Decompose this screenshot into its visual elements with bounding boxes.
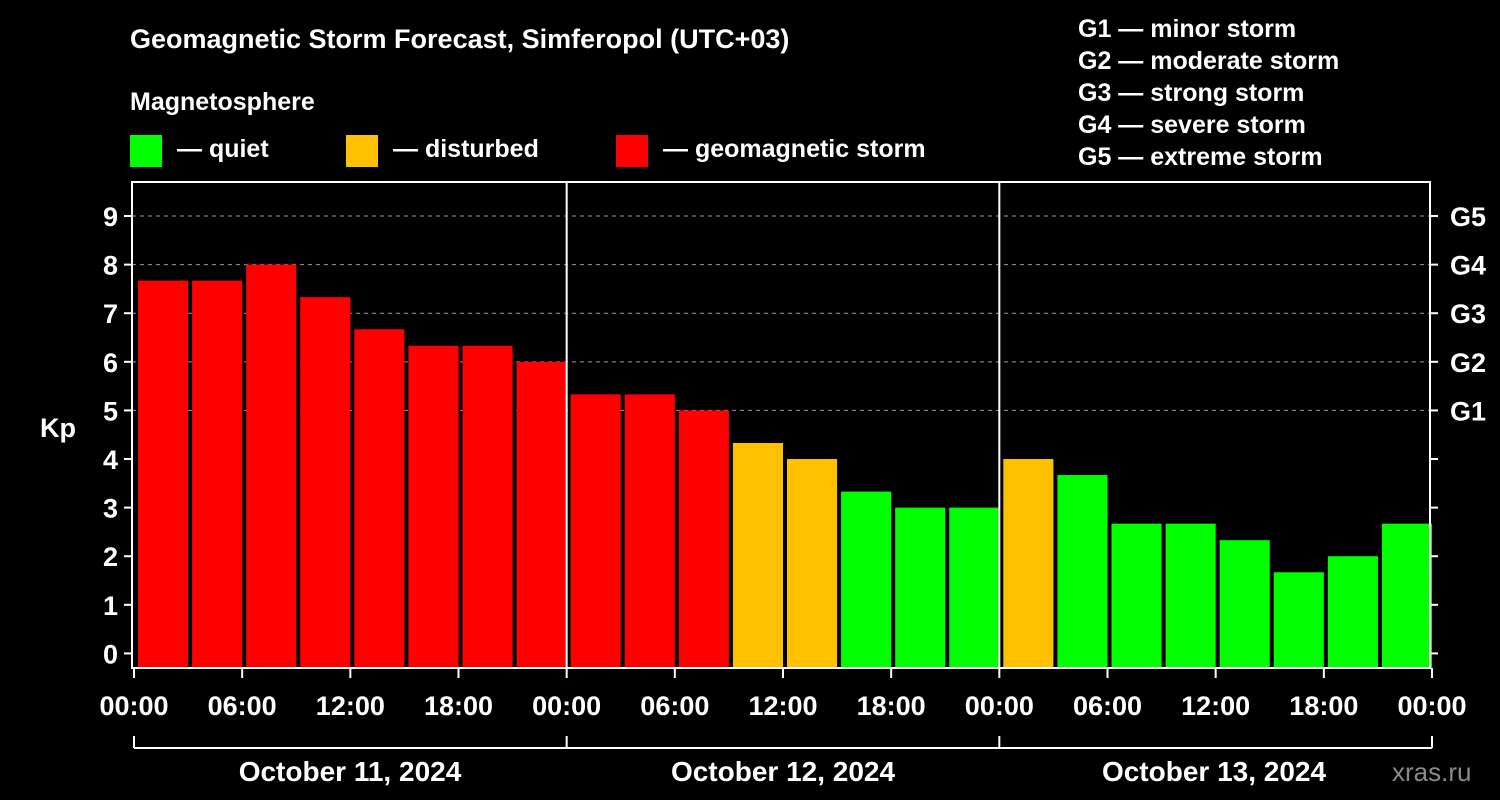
x-tick-label-7: 12:00 [748, 691, 817, 721]
kp-bar-10 [624, 394, 675, 668]
y-tick-label-9: 9 [103, 202, 118, 232]
x-tick-label-5: 00:00 [532, 691, 601, 721]
g-label-g1: G1 [1450, 396, 1486, 426]
y-tick-label-6: 6 [103, 348, 118, 378]
kp-bar-19 [1111, 523, 1162, 668]
y-tick-label-1: 1 [103, 591, 118, 621]
g-scale-1: G1 — minor storm [1078, 15, 1296, 43]
kp-bar-15 [895, 507, 946, 668]
plot-frame [131, 181, 1431, 669]
legend-label-storm: — geomagnetic storm [663, 135, 926, 163]
kp-bar-13 [787, 459, 838, 668]
kp-bar-3 [246, 264, 297, 668]
legend-swatch-disturbed [346, 135, 378, 167]
x-tick-label-4: 18:00 [424, 691, 493, 721]
x-tick-label-9: 00:00 [965, 691, 1034, 721]
y-tick-label-3: 3 [103, 494, 118, 524]
y-tick-label-7: 7 [103, 299, 118, 329]
legend-title: Magnetosphere [130, 88, 315, 116]
kp-bar-14 [841, 491, 892, 668]
legend-swatch-quiet [130, 135, 162, 167]
kp-bar-4 [300, 297, 351, 668]
y-tick-label-8: 8 [103, 251, 118, 281]
g-scale-2: G2 — moderate storm [1078, 47, 1339, 75]
y-tick-label-4: 4 [103, 445, 118, 475]
day-label-2: October 12, 2024 [671, 756, 896, 787]
kp-bar-7 [462, 345, 513, 668]
kp-bar-21 [1219, 540, 1270, 668]
kp-bar-17 [1003, 459, 1054, 668]
legend-swatch-storm [616, 135, 648, 167]
kp-bar-16 [949, 507, 1000, 668]
kp-bar-2 [192, 280, 243, 668]
kp-bar-6 [408, 345, 459, 668]
kp-bar-1 [138, 280, 189, 668]
x-tick-label-1: 00:00 [99, 691, 168, 721]
g-scale-5: G5 — extreme storm [1078, 143, 1323, 171]
watermark: xras.ru [1392, 757, 1471, 787]
x-tick-label-10: 06:00 [1073, 691, 1142, 721]
kp-bar-12 [732, 442, 783, 668]
kp-bar-8 [516, 361, 567, 668]
g-label-g4: G4 [1450, 251, 1486, 281]
x-tick-label-12: 18:00 [1289, 691, 1358, 721]
kp-bar-24 [1381, 523, 1432, 668]
y-tick-label-0: 0 [103, 639, 118, 669]
kp-bar-20 [1165, 523, 1216, 668]
g-scale-4: G4 — severe storm [1078, 111, 1306, 139]
g-label-g3: G3 [1450, 299, 1486, 329]
legend-label-disturbed: — disturbed [393, 135, 539, 163]
kp-bar-9 [570, 394, 621, 668]
x-tick-label-8: 18:00 [857, 691, 926, 721]
kp-bar-11 [678, 410, 729, 668]
x-tick-label-2: 06:00 [208, 691, 277, 721]
x-tick-label-11: 12:00 [1181, 691, 1250, 721]
legend-label-quiet: — quiet [177, 135, 269, 163]
y-axis-label: Kp [40, 413, 76, 443]
kp-bar-23 [1327, 556, 1378, 668]
day-label-1: October 11, 2024 [239, 756, 462, 787]
kp-bar-18 [1057, 475, 1108, 668]
x-tick-label-13: 00:00 [1397, 691, 1466, 721]
x-tick-label-3: 12:00 [316, 691, 385, 721]
y-tick-label-5: 5 [103, 396, 118, 426]
g-scale-3: G3 — strong storm [1078, 79, 1304, 107]
chart-title: Geomagnetic Storm Forecast, Simferopol (… [130, 24, 789, 54]
plot-area: 0 1 2 3 4 5 6 7 8 9 G1 G2 G3 G4 G5 00:00 06:00 12:00 18:00… [99, 181, 1486, 749]
day-label-3: October 13, 2024 [1102, 756, 1327, 787]
y-tick-label-2: 2 [103, 542, 118, 572]
kp-bar-22 [1273, 572, 1324, 668]
x-tick-label-6: 06:00 [640, 691, 709, 721]
kp-bar-5 [354, 329, 405, 668]
g-label-g5: G5 [1450, 202, 1486, 232]
g-label-g2: G2 [1450, 348, 1486, 378]
